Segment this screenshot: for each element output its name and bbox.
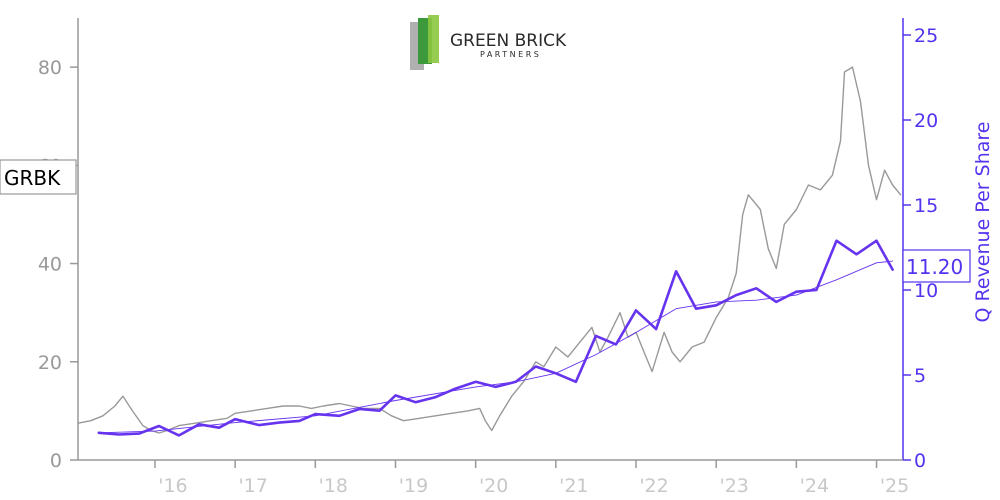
x-tick-label: '19 [399, 475, 428, 497]
x-tick-label: '17 [238, 475, 267, 497]
left-tick-label: 40 [38, 254, 62, 276]
right-axis-ticks: 0 5 10 15 20 25 [903, 25, 938, 472]
right-tick-label: 10 [914, 280, 938, 302]
right-tick-label: 15 [914, 195, 938, 217]
series-layer [77, 66, 902, 437]
x-tick-label: '21 [559, 475, 588, 497]
x-axis-ticks: '16 '17 '18 '19 '20 '21 '22 '23 '24 '25 [154, 460, 909, 497]
logo: GREEN BRICK PARTNERS [410, 15, 567, 70]
x-tick-label: '23 [719, 475, 748, 497]
x-tick-label: '25 [880, 475, 909, 497]
logo-name: GREEN BRICK [450, 31, 567, 51]
last-value-box [902, 249, 971, 283]
revenue-trend-line [98, 260, 894, 434]
price-line [77, 66, 902, 434]
right-tick-label: 20 [914, 110, 938, 132]
logo-mark-light [428, 15, 439, 63]
left-axis-ticks: 020406080 [38, 57, 78, 472]
right-tick-label: 25 [914, 25, 938, 47]
x-tick-label: '16 [158, 475, 187, 497]
logo-subtitle: PARTNERS [480, 50, 541, 59]
revenue-line [97, 239, 894, 437]
right-axis-title: Q Revenue Per Share [972, 122, 994, 323]
last-value-label: 11.20 [902, 249, 971, 283]
last-value-text: 11.20 [906, 255, 963, 279]
ticker-text: GRBK [4, 166, 61, 190]
left-tick-label: 0 [50, 450, 62, 472]
ticker-label: GRBK [0, 159, 77, 195]
ticker-box [0, 159, 77, 195]
x-tick-label: '18 [319, 475, 348, 497]
x-tick-label: '20 [479, 475, 508, 497]
right-tick-label: 0 [914, 450, 926, 472]
x-tick-label: '24 [800, 475, 829, 497]
x-tick-label: '22 [639, 475, 668, 497]
right-tick-label: 5 [914, 365, 926, 387]
left-tick-label: 80 [38, 57, 62, 79]
left-tick-label: 20 [38, 352, 62, 374]
